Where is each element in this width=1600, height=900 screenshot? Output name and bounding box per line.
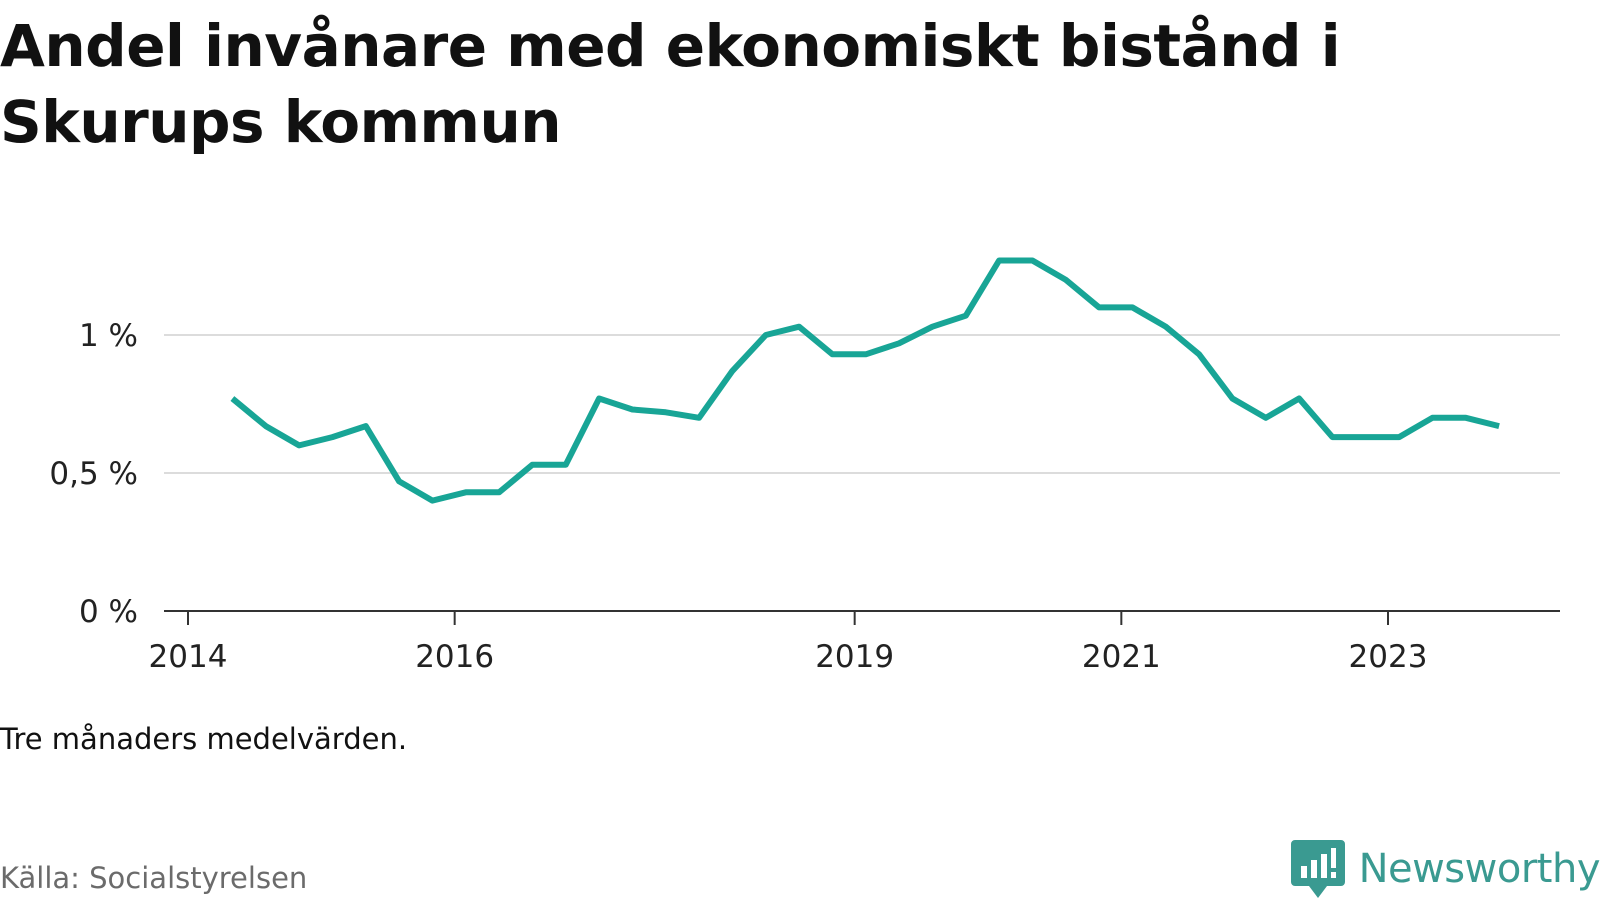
source-label: Källa: Socialstyrelsen xyxy=(0,861,308,895)
x-axis-ticks: 2014 2016 2019 2021 2023 xyxy=(149,611,1428,675)
x-tick-label: 2023 xyxy=(1349,639,1428,675)
brand-name: Newsworthy xyxy=(1358,846,1600,892)
y-tick-label: 1 % xyxy=(79,318,138,354)
y-axis-ticks: 0 % 0,5 % 1 % xyxy=(49,318,138,630)
x-tick-label: 2019 xyxy=(815,639,894,675)
x-tick-label: 2016 xyxy=(415,639,494,675)
y-tick-label: 0 % xyxy=(79,594,138,630)
series-line xyxy=(230,257,1500,504)
x-tick-label: 2021 xyxy=(1082,639,1161,675)
x-tick-label: 2014 xyxy=(149,639,228,675)
chart-note: Tre månaders medelvärden. xyxy=(0,722,408,756)
data-points xyxy=(232,260,1500,501)
brand-logo: Newsworthy xyxy=(1290,838,1600,900)
speech-bubble-bar-chart-icon xyxy=(1290,840,1345,898)
chart-title: Andel invånare med ekonomiskt bistånd i … xyxy=(0,12,1341,156)
y-tick-label: 0,5 % xyxy=(49,456,138,492)
